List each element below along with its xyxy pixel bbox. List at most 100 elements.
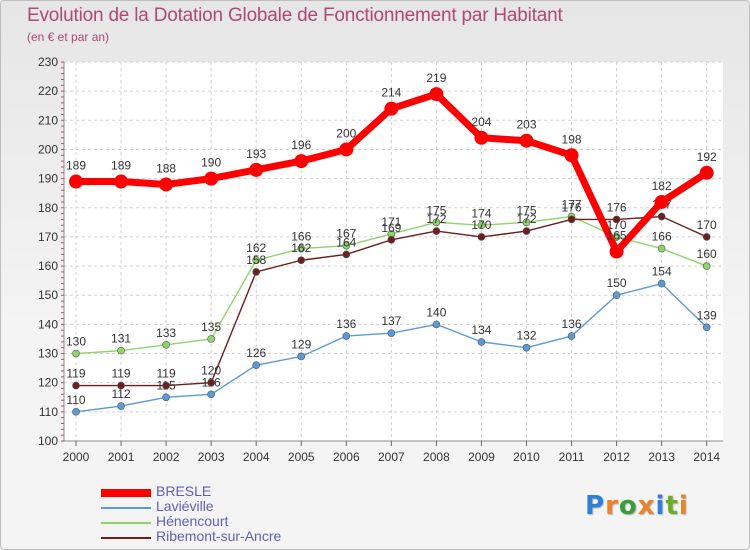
data-label: 130 [66,335,86,349]
data-point [207,390,215,399]
data-point [207,335,215,343]
x-tick-label: 2004 [243,450,270,464]
data-label: 110 [66,393,85,407]
data-label: 190 [201,156,221,170]
data-point [342,332,351,340]
data-point [699,165,714,180]
data-point [297,352,306,361]
data-point [519,133,534,148]
x-tick-label: 2006 [333,450,360,464]
x-tick-label: 2012 [603,450,630,464]
x-tick-label: 2003 [198,450,225,464]
data-point [72,408,80,416]
data-point [384,101,399,116]
legend-item: Laviéville [101,498,361,515]
data-label: 176 [562,200,582,214]
data-point [567,332,576,340]
data-point [204,171,219,186]
data-point [339,142,354,157]
data-label: 119 [157,367,176,381]
data-label: 189 [66,159,86,173]
data-label: 133 [156,326,176,340]
data-label: 136 [562,317,582,331]
data-point [252,256,260,265]
x-tick-label: 2014 [693,450,720,464]
data-point [117,381,125,390]
data-point [117,346,125,355]
data-label: 200 [336,126,356,140]
data-point [387,236,396,244]
data-label: 120 [201,364,221,378]
data-label: 139 [697,308,717,322]
data-label: 189 [111,159,131,173]
data-label: 171 [381,215,401,229]
y-tick-label: 140 [38,317,58,331]
data-point [429,87,444,102]
data-point [252,268,260,276]
data-label: 198 [562,132,582,146]
data-point [294,154,309,169]
legend-label: Ribemont-sur-Ancre [156,528,282,544]
data-point [297,256,306,265]
data-point [342,250,351,259]
data-point [654,194,669,209]
proxiti-logo: Proxiti [585,491,689,521]
data-point [474,130,489,145]
y-tick-label: 100 [38,434,58,448]
legend-label: Hénencourt [156,513,229,529]
x-tick-label: 2011 [559,450,585,464]
y-tick-label: 120 [38,376,58,390]
y-tick-label: 170 [38,230,58,244]
data-point [72,381,80,390]
data-label: 188 [156,161,176,175]
data-point [564,148,579,163]
data-point [252,361,260,370]
x-tick-label: 2000 [63,450,90,464]
data-point [162,340,170,349]
data-label: 112 [111,387,130,401]
data-point [477,233,486,241]
legend-label: BRESLE [156,483,212,499]
data-label: 203 [516,118,536,132]
data-point [477,221,486,230]
y-tick-label: 190 [38,172,58,186]
y-tick-label: 230 [38,55,58,69]
data-point [162,381,170,390]
data-label: 119 [111,367,130,381]
legend-swatch [101,537,151,539]
data-label: 169 [381,221,401,235]
legend-swatch [101,489,151,497]
data-point [342,241,351,250]
data-label: 176 [607,200,627,214]
data-point [567,215,576,224]
data-label: 175 [516,203,536,217]
data-label: 164 [336,235,356,249]
data-label: 166 [291,230,311,244]
x-tick-label: 2013 [648,450,675,464]
data-point [72,349,80,358]
y-tick-label: 180 [38,201,58,215]
data-label: 175 [426,203,446,217]
data-point [612,215,621,224]
data-point [117,402,125,410]
chart-title: Evolution de la Dotation Globale de Fonc… [27,5,563,26]
data-point [522,227,531,235]
data-label: 136 [336,317,356,331]
data-point [702,323,711,332]
data-point [702,262,711,270]
data-label: 135 [201,320,221,334]
y-tick-label: 220 [38,84,58,98]
data-label: 129 [291,337,311,351]
data-label: 137 [381,314,401,328]
x-tick-label: 2009 [468,450,495,464]
data-label: 214 [381,86,401,100]
data-label: 134 [471,323,491,337]
data-label: 162 [246,241,266,255]
data-label: 160 [697,247,717,261]
data-label: 158 [246,253,266,267]
data-point [432,227,441,235]
y-tick-label: 110 [39,405,58,419]
data-label: 162 [291,241,311,255]
